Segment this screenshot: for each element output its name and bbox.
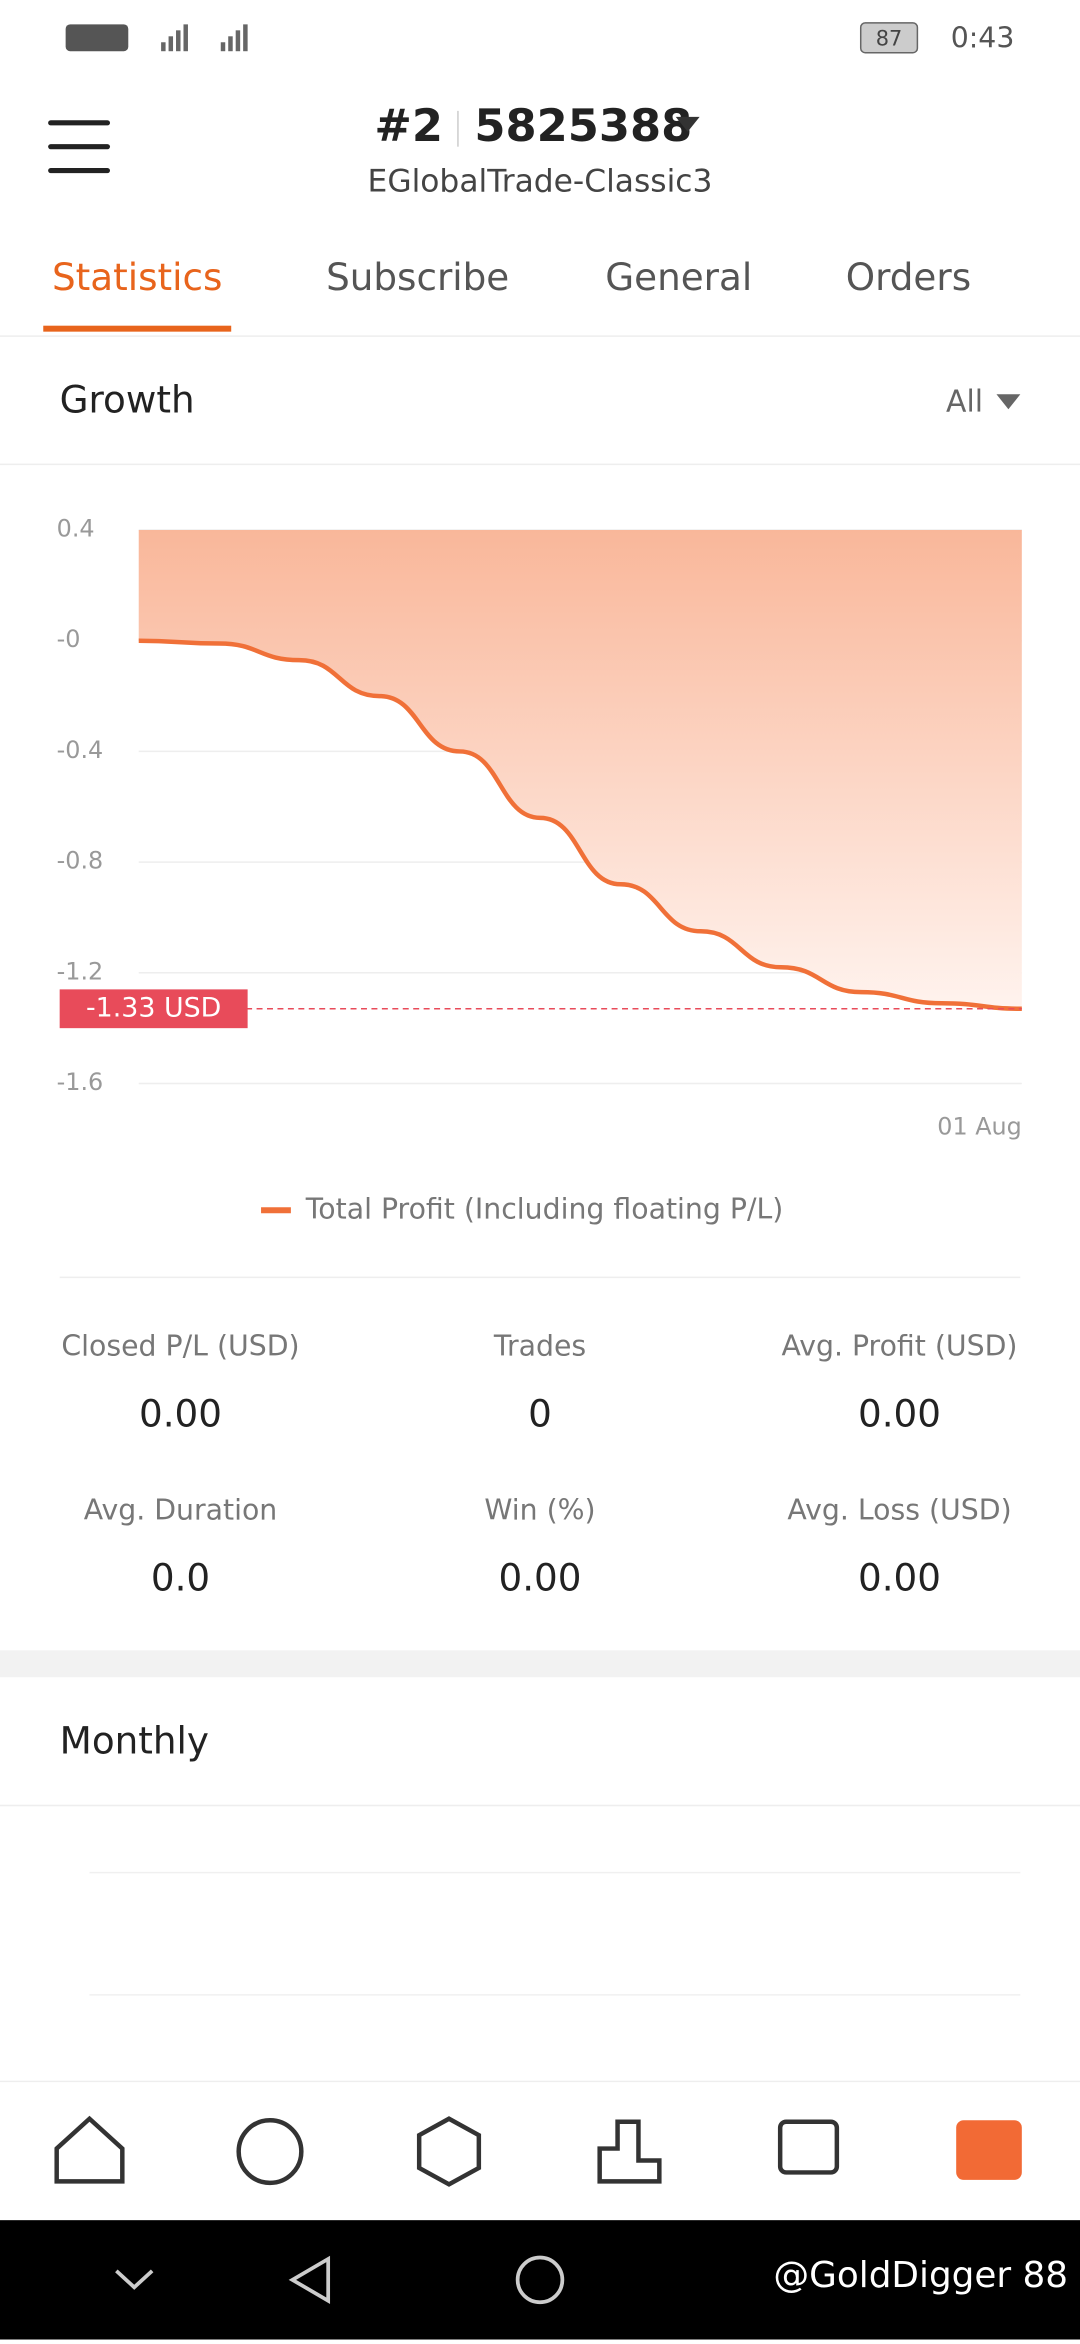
volte-icon [65,24,129,52]
tab[interactable]: General [605,255,752,299]
y-tick-label: -0.8 [57,847,104,875]
clock: 0:43 [951,21,1015,54]
message-icon[interactable] [777,2119,840,2175]
hide-button[interactable] [115,2269,154,2290]
account-index[interactable]: #2 [374,99,443,152]
stat-label: Avg. Profit (USD) [781,1330,1017,1363]
home-button[interactable] [515,2255,565,2305]
home-icon[interactable] [54,2115,125,2184]
account-number[interactable]: 5825388 [474,99,692,152]
stat-value: 0.00 [498,1556,581,1600]
stat-label: Avg. Duration [84,1494,278,1527]
section-title: Growth [60,377,195,421]
section-title: Monthly [60,1718,209,1762]
server-name: EGlobalTrade-Classic3 [368,163,713,199]
x-tick-label: 01 Aug [937,1113,1022,1141]
line [138,638,1022,1012]
watermark: @GoldDigger 88 [773,2255,1068,2296]
menu-button[interactable] [48,120,111,174]
stat-value: 0.00 [858,1556,941,1600]
stat-value: 0.00 [858,1392,941,1436]
stats-grid: Closed P/L (USD) 0.00 Trades 0 Avg. Profit (… [61,1330,1017,1600]
y-tick-label: -1.6 [57,1068,104,1096]
bottom-nav [54,2115,840,2187]
separator [0,1650,1080,1678]
feed-icon[interactable] [236,2117,304,2186]
stat-label: Avg. Loss (USD) [787,1494,1011,1527]
chart-icon[interactable] [597,2119,662,2184]
stat-value: 0 [528,1392,552,1436]
reference-label: -1.33 USD [86,992,221,1023]
battery-level: 87 [876,26,903,50]
stat-value: 0.0 [151,1556,210,1600]
stat-label: Win (%) [484,1494,595,1527]
tab[interactable]: Subscribe [326,255,509,299]
stat-label: Trades [493,1330,586,1363]
growth-chart: 0.4 -0 -0.4 -0.8 -1.2 -1.6 01 Aug Total Profit … [57,515,1022,1225]
stat-value: 0.00 [139,1392,222,1436]
filter[interactable]: All [946,385,983,420]
y-tick-label: 0.4 [57,515,95,543]
back-button[interactable] [288,2255,331,2304]
tab[interactable]: Orders [846,255,971,299]
legend-label: Total Profit (Including floating P/L) [305,1192,784,1225]
system-nav [0,2220,1080,2340]
area [138,530,1022,1009]
y-tick-label: -0.4 [57,736,104,764]
trade-icon[interactable] [416,2116,482,2187]
tab-indicator [43,325,232,332]
account-icon[interactable] [956,2120,1022,2180]
filter-arrow[interactable] [996,394,1021,410]
stat-label: Closed P/L (USD) [61,1330,299,1363]
y-tick-label: -0 [57,625,81,653]
battery-icon [859,22,919,54]
system-buttons [115,2255,565,2305]
signal-icons [161,24,248,52]
dropdown-arrow[interactable] [675,116,700,132]
tab[interactable]: Statistics [52,255,222,299]
y-tick-label: -1.2 [57,957,104,985]
reference-badge [59,989,248,1029]
